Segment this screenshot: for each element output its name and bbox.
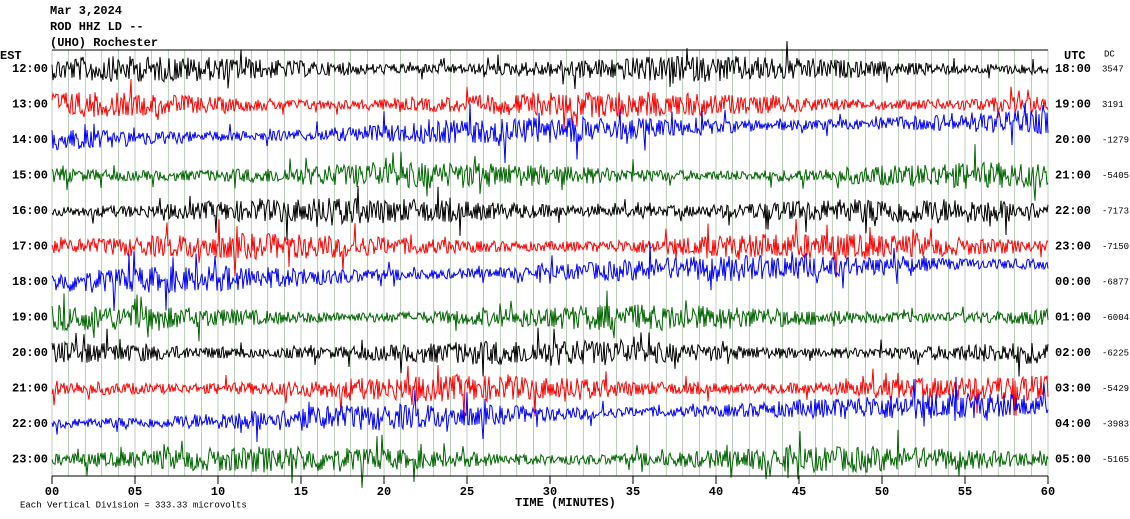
utc-label: 05:00 (1055, 453, 1091, 467)
x-axis-title: TIME (MINUTES) (515, 496, 616, 510)
est-label: 16:00 (12, 204, 48, 218)
x-tick-label: 40 (709, 485, 723, 499)
trace (51, 376, 1049, 443)
utc-label: 19:00 (1055, 98, 1091, 112)
dc-value: 3191 (1102, 100, 1124, 110)
utc-label: 20:00 (1055, 133, 1091, 147)
date: Mar 3,2024 (50, 4, 122, 18)
est-label: 15:00 (12, 169, 48, 183)
trace (51, 290, 1049, 342)
x-tick-label: 05 (128, 485, 142, 499)
est-label: 17:00 (12, 240, 48, 254)
utc-label: 00:00 (1055, 275, 1091, 289)
utc-label: 22:00 (1055, 204, 1091, 218)
dc-value: 3547 (1102, 64, 1124, 74)
station: ROD HHZ LD -- (50, 20, 144, 34)
x-tick-label: 35 (626, 485, 640, 499)
location: (UHO) Rochester (50, 36, 158, 50)
est-label: 18:00 (12, 275, 48, 289)
dc-value: -5165 (1102, 455, 1129, 465)
dc-value: -7173 (1102, 206, 1129, 216)
x-tick-label: 30 (543, 485, 557, 499)
dc-value: -6004 (1102, 313, 1129, 323)
x-tick-label: 45 (792, 485, 806, 499)
right-axis-title: UTC (1064, 49, 1086, 63)
trace (51, 185, 1049, 240)
x-tick-label: 25 (460, 485, 474, 499)
footer: Each Vertical Division = 333.33 microvol… (20, 500, 247, 510)
dc-value: -6225 (1102, 348, 1129, 358)
x-tick-label: 60 (1041, 485, 1055, 499)
x-tick-label: 20 (377, 485, 391, 499)
left-axis-title: EST (0, 49, 22, 63)
est-label: 12:00 (12, 62, 48, 76)
utc-label: 01:00 (1055, 311, 1091, 325)
utc-label: 03:00 (1055, 382, 1091, 396)
trace (51, 144, 1049, 201)
x-tick-label: 10 (211, 485, 225, 499)
trace (51, 103, 1049, 164)
est-label: 19:00 (12, 311, 48, 325)
dc-value: -5429 (1102, 384, 1129, 394)
x-tick-label: 50 (875, 485, 889, 499)
est-label: 13:00 (12, 98, 48, 112)
dc-value: -5405 (1102, 171, 1129, 181)
trace (51, 327, 1049, 377)
trace (51, 242, 1049, 312)
utc-label: 18:00 (1055, 62, 1091, 76)
x-tick-label: 00 (45, 485, 59, 499)
dc-value: -1279 (1102, 135, 1129, 145)
trace (51, 79, 1049, 131)
dc-value: -3983 (1102, 419, 1129, 429)
trace (51, 365, 1049, 419)
x-tick-label: 15 (294, 485, 308, 499)
trace (51, 219, 1049, 277)
est-label: 20:00 (12, 346, 48, 360)
dc-title: DC (1104, 49, 1115, 59)
dc-value: -6877 (1102, 277, 1129, 287)
x-tick-label: 55 (958, 485, 972, 499)
est-label: 14:00 (12, 133, 48, 147)
utc-label: 23:00 (1055, 240, 1091, 254)
dc-value: -7150 (1102, 242, 1129, 252)
utc-label: 21:00 (1055, 169, 1091, 183)
est-label: 22:00 (12, 417, 48, 431)
est-label: 23:00 (12, 453, 48, 467)
utc-label: 02:00 (1055, 346, 1091, 360)
trace (51, 41, 1049, 90)
utc-label: 04:00 (1055, 417, 1091, 431)
est-label: 21:00 (12, 382, 48, 396)
traces (51, 41, 1049, 488)
trace (51, 429, 1049, 488)
